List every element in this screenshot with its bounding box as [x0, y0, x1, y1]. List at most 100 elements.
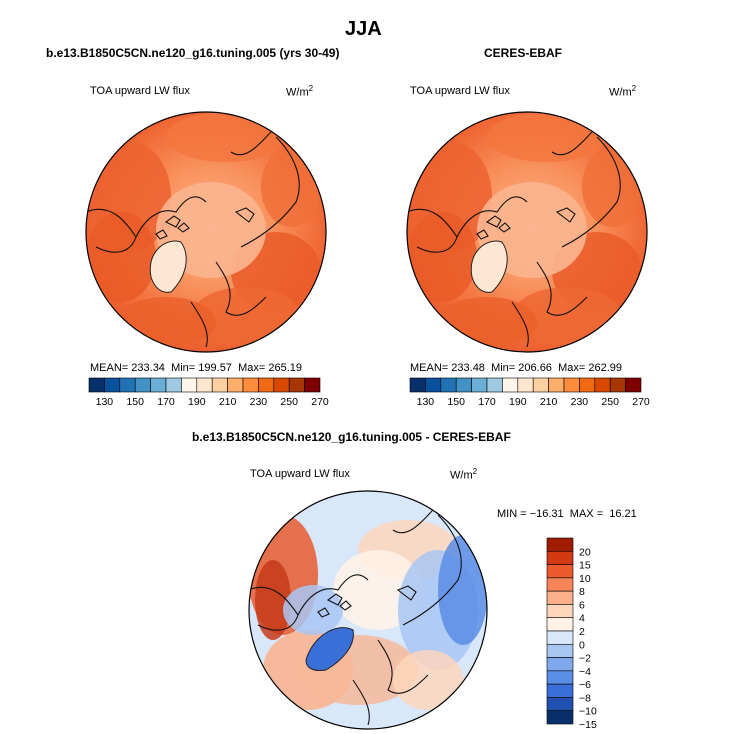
panel-1-colorbar-tick: 150	[126, 396, 144, 408]
panel-1-colorbar-bin	[242, 377, 259, 393]
panel-1-colorbar-tick: 130	[96, 396, 114, 408]
max-value: 16.21	[609, 508, 637, 520]
diff-colorbar-bin	[546, 604, 574, 619]
diff-units: W/m2	[450, 467, 478, 482]
panel-1-greenland	[149, 240, 187, 293]
diff-colorbar-tick: −8	[579, 692, 591, 704]
panel-2-map	[407, 112, 647, 352]
panel-1-colorbar-bin	[150, 377, 167, 393]
panel-2-colorbar-bin	[471, 377, 488, 393]
diff-colorbar-tick: 4	[579, 613, 585, 625]
diff-colorbar-bin	[546, 590, 574, 605]
diff-panel-map-border	[248, 490, 488, 730]
diff-panel-anomaly-region	[283, 585, 343, 635]
panel-2-coastline	[561, 136, 621, 248]
diff-colorbar-bin	[546, 630, 574, 645]
panel-1-coastline	[234, 207, 255, 223]
panel-2-coastline	[555, 207, 576, 223]
panel-2-colorbar-bin	[409, 377, 426, 393]
diff-panel-anomaly-region	[438, 535, 487, 645]
mean-value: 233.34	[131, 362, 165, 374]
panel-2-colorbar-tick: 170	[478, 396, 496, 408]
panel-2-colorbar-bin	[563, 377, 580, 393]
panel-2-coastline	[456, 196, 528, 238]
panel-1-colorbar-bin	[211, 377, 228, 393]
mean-label: MEAN=	[410, 362, 449, 374]
panel-2-colorbar-tick: 150	[447, 396, 465, 408]
panel-2-colorbar-tick: 250	[601, 396, 619, 408]
diff-colorbar-bin	[546, 577, 574, 592]
panel-1-warm-region	[116, 297, 216, 347]
diff-colorbar-tick: 10	[579, 573, 591, 585]
panel-1-colorbar-bin	[288, 377, 305, 393]
min-value: 206.66	[518, 362, 552, 374]
panel-1-colorbar-tick: 270	[311, 396, 329, 408]
panel-1-coastline	[135, 196, 207, 238]
panel-2-colorbar-tick: 130	[417, 396, 435, 408]
panel-1-colorbar-bin	[273, 377, 290, 393]
mean-label: MEAN=	[90, 362, 129, 374]
panel-2-coastline	[476, 215, 511, 240]
diff-colorbar-tick: −6	[579, 679, 591, 691]
panel-2-colorbar-bin	[502, 377, 519, 393]
panel-2-warm-region	[437, 297, 537, 347]
diff-colorbar-tick: −20	[579, 732, 597, 734]
diff-panel-coastline	[396, 585, 417, 601]
panel-2-colorbar-bin	[532, 377, 549, 393]
panel-1-coastline	[240, 136, 300, 248]
panel-1-stats: MEAN= 233.34 Min= 199.57 Max= 265.19	[90, 362, 302, 374]
panel-2-map-border	[406, 111, 648, 353]
max-label: Max=	[558, 362, 586, 374]
diff-panel-coastline	[377, 639, 429, 694]
diff-var-label: TOA upward LW flux	[250, 468, 350, 480]
diff-colorbar-tick: −15	[579, 719, 597, 731]
diff-panel-anomaly-region	[255, 560, 291, 640]
diff-colorbar-tick: −4	[579, 666, 591, 678]
panel-2-colorbar-bin	[579, 377, 596, 393]
min-label: MIN =	[497, 508, 527, 520]
panel-1-colorbar-bin	[304, 377, 321, 393]
panel-2-colorbar-bin	[455, 377, 472, 393]
panel-1-coastline	[230, 131, 272, 156]
panel-2-colorbar-bin	[486, 377, 503, 393]
panel-2-var-label: TOA upward LW flux	[410, 85, 510, 97]
panel-2-warm-region	[407, 212, 477, 302]
panel-1-colorbar-bin	[165, 377, 182, 393]
diff-panel-coastline	[402, 514, 462, 626]
panel-2-colorbar-bin	[517, 377, 534, 393]
panel-1-colorbar-bin	[258, 377, 275, 393]
min-value: −16.31	[529, 508, 564, 520]
diff-colorbar-tick: 15	[579, 560, 591, 572]
panel-2-colorbar-bin	[548, 377, 565, 393]
diff-panel-coastline	[317, 593, 352, 618]
panel-2-colorbar-bin	[425, 377, 442, 393]
diff-colorbar-bin	[546, 643, 574, 658]
diff-colorbar-bin	[546, 657, 574, 672]
panel-2-colorbar-tick: 190	[509, 396, 527, 408]
diff-colorbar-bin	[546, 537, 574, 552]
panel-2-greenland	[470, 240, 508, 293]
panel-1-colorbar-tick: 170	[157, 396, 175, 408]
panel-2-coastline	[536, 261, 588, 316]
mean-value: 233.48	[451, 362, 485, 374]
min-label: Min=	[171, 362, 196, 374]
diff-panel-title: b.e13.B1850C5CN.ne120_g16.tuning.005 - C…	[192, 430, 511, 444]
panel-1-map-border	[85, 111, 327, 353]
panel-1-units: W/m2	[286, 84, 314, 99]
diff-minmax: MIN = −16.31 MAX = 16.21	[497, 508, 637, 520]
panel-2-colorbar-bin	[594, 377, 611, 393]
panel-2-colorbar-bin	[609, 377, 626, 393]
diff-panel-coastline	[352, 679, 370, 726]
diff-panel-coastline	[392, 509, 434, 534]
diff-colorbar-tick: −2	[579, 653, 591, 665]
diff-colorbar-bin	[546, 564, 574, 579]
panel-1-colorbar-bin	[104, 377, 121, 393]
panel-2-stats: MEAN= 233.48 Min= 206.66 Max= 262.99	[410, 362, 622, 374]
max-value: 262.99	[588, 362, 622, 374]
diff-colorbar-bin	[546, 550, 574, 565]
panel-2-colorbar-bin	[625, 377, 642, 393]
panel-2-coastline	[551, 131, 593, 156]
diff-colorbar-bin	[546, 670, 574, 685]
diff-colorbar-tick: 2	[579, 626, 585, 638]
